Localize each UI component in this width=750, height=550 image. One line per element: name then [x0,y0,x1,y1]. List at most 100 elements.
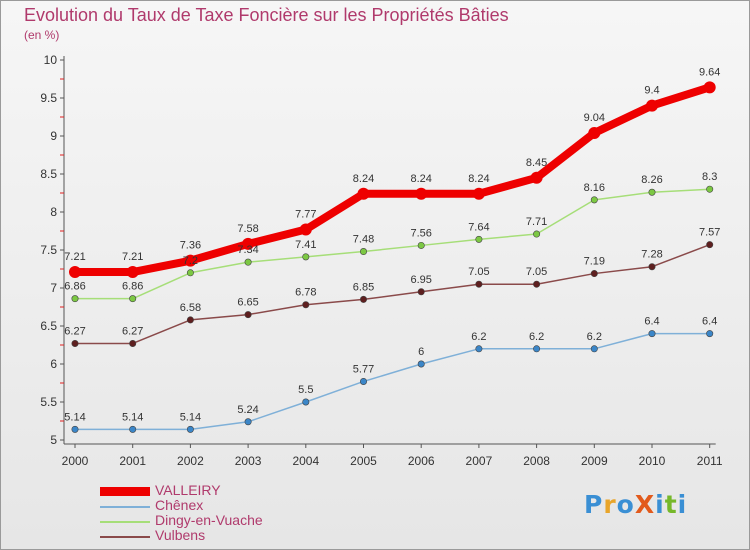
data-label: 7.21 [64,251,85,263]
data-label: 5.24 [237,404,258,416]
x-tick-label: 2002 [177,454,204,468]
y-tick-label: 9.5 [40,91,57,105]
data-point [302,253,310,261]
data-label: 5.14 [64,411,85,423]
data-point [359,295,367,303]
data-label: 7.19 [584,256,605,268]
data-point [186,269,194,277]
x-tick-label: 2008 [523,454,550,468]
series-line [74,243,711,345]
data-point [475,280,483,288]
data-label: 7.64 [468,221,489,233]
series-line [71,83,714,277]
x-tick-label: 2007 [466,454,493,468]
data-label: 7.34 [237,244,258,256]
legend-swatch [100,506,150,508]
data-point [648,188,656,196]
data-label: 6.4 [644,316,659,328]
data-label: 7.58 [237,223,258,235]
data-label: 7.05 [468,266,489,278]
legend-swatch [100,521,150,523]
data-point [533,280,541,288]
legend-swatch [100,487,150,496]
y-tick-label: 5.5 [40,395,57,409]
data-point [71,339,79,347]
y-tick-label: 9 [50,129,57,143]
x-tick-label: 2005 [350,454,377,468]
data-point [590,345,598,353]
data-label: 6.2 [587,331,602,343]
legend-swatch [100,536,150,538]
data-label: 7.71 [526,216,547,228]
data-point [417,288,425,296]
data-label: 8.26 [641,174,662,186]
data-point [71,425,79,433]
data-label: 6.2 [471,331,486,343]
data-point [244,418,252,426]
data-label: 6.4 [702,316,717,328]
data-point [703,81,716,94]
x-tick-label: 2003 [235,454,262,468]
data-label: 7.28 [641,249,662,261]
data-point [186,425,194,433]
data-point [706,330,714,338]
data-point [359,248,367,256]
data-label: 9.04 [584,112,605,124]
data-label: 6.78 [295,287,316,299]
data-label: 5.5 [298,384,313,396]
data-point [472,187,485,200]
data-label: 6.58 [180,302,201,314]
data-label: 7.77 [295,208,316,220]
legend-label: Dingy-en-Vuache [155,512,263,528]
data-point [646,99,658,112]
chart-title: Evolution du Taux de Taxe Foncière sur l… [24,5,509,25]
data-label: 6.2 [529,331,544,343]
data-point [415,187,428,200]
data-label: 7.36 [180,240,201,252]
data-point [129,339,137,347]
logo-letter: X [634,490,656,519]
logo-letter: r [603,490,617,519]
data-label: 7.57 [699,227,720,239]
data-point [302,398,310,406]
data-point [590,196,598,204]
y-tick-label: 6 [50,357,57,371]
data-label: 6.86 [122,281,143,293]
x-tick-label: 2011 [697,454,723,468]
y-tick-label: 7.5 [40,243,57,257]
data-label: 6.65 [237,297,258,309]
data-point [357,187,370,200]
data-point [302,301,310,309]
data-point [706,241,714,249]
data-label: 6 [418,346,424,358]
data-point [648,330,656,338]
x-tick-label: 2000 [62,454,89,468]
data-label: 8.45 [526,157,547,169]
data-point [359,377,367,385]
data-label: 7.2 [183,255,198,267]
y-tick-label: 8.5 [40,167,57,181]
logo-letter: t [664,490,678,519]
logo-letter: i [655,490,665,519]
x-tick-label: 2010 [639,454,666,468]
data-label: 7.41 [295,239,316,251]
data-point [126,266,139,279]
x-tick-label: 2001 [119,454,146,468]
data-label: 6.27 [64,325,85,337]
data-point [590,270,598,278]
logo-letter: o [616,490,635,519]
data-label: 7.21 [122,251,143,263]
data-label: 8.3 [702,171,717,183]
data-label: 8.24 [468,173,489,185]
data-label: 6.27 [122,325,143,337]
logo-letter: P [584,490,604,519]
data-label: 8.16 [584,182,605,194]
data-label: 8.24 [410,173,431,185]
data-point [588,126,601,139]
data-point [244,258,252,266]
data-point [129,425,137,433]
data-point [417,241,425,249]
data-label: 6.85 [353,281,374,293]
logo-letter: i [677,490,688,519]
